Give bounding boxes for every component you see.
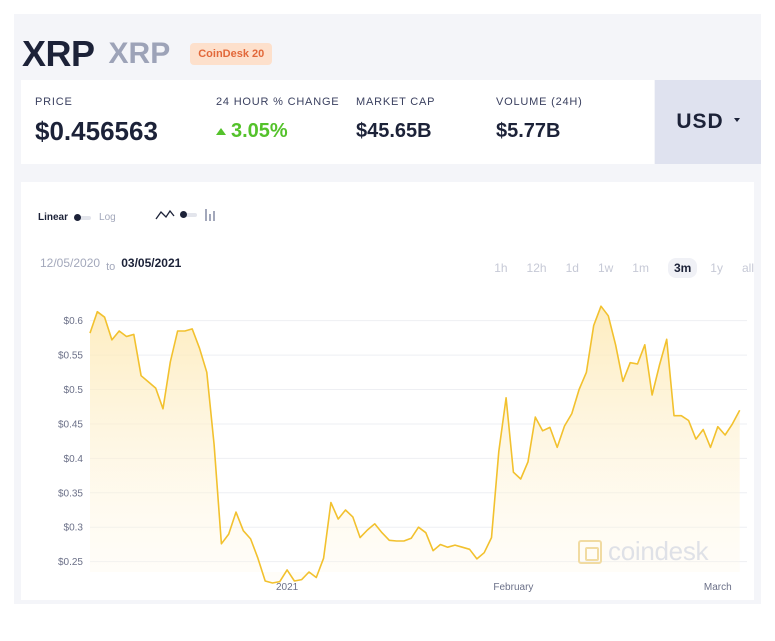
index-badge[interactable]: CoinDesk 20 bbox=[190, 43, 273, 65]
price-value: $0.456563 bbox=[35, 116, 158, 146]
period-1h[interactable]: 1h bbox=[494, 261, 508, 275]
stats-bar: PRICE $0.456563 24 HOUR % CHANGE 3.05% M… bbox=[21, 80, 654, 164]
period-selector: 1h 12h 1d 1w 1m 3m 1y all bbox=[494, 258, 754, 278]
period-1d[interactable]: 1d bbox=[565, 261, 579, 275]
change-label: 24 HOUR % CHANGE bbox=[216, 96, 340, 108]
date-range[interactable]: 12/05/2020 to 03/05/2021 bbox=[40, 256, 182, 273]
currency-dropdown[interactable]: USD bbox=[655, 80, 761, 164]
currency-label: USD bbox=[676, 110, 724, 133]
coindesk-logo-icon bbox=[578, 539, 602, 564]
change-row: 3.05% bbox=[216, 120, 339, 143]
y-tick-label: $0.5 bbox=[64, 385, 84, 396]
chart-type-toggle[interactable] bbox=[155, 209, 217, 221]
volume-stat: VOLUME (24H) $5.77B bbox=[496, 96, 583, 143]
price-area bbox=[90, 306, 740, 583]
chart-type-switch-knob bbox=[180, 211, 187, 218]
up-arrow-icon bbox=[216, 128, 226, 135]
asset-ticker: XRP bbox=[108, 37, 171, 70]
change-stat: 24 HOUR % CHANGE 3.05% bbox=[216, 96, 339, 143]
coin-panel: XRP XRP CoinDesk 20 PRICE $0.456563 24 H… bbox=[14, 14, 761, 604]
period-12h[interactable]: 12h bbox=[526, 261, 547, 275]
price-chart[interactable]: $0.25 $0.3 $0.35 $0.4 $0.45 $0.5 $0.55 $0.6 2021… bbox=[21, 182, 754, 600]
asset-name: XRP bbox=[22, 33, 95, 74]
period-1y[interactable]: 1y bbox=[710, 261, 723, 275]
x-tick-label: March bbox=[704, 582, 732, 593]
x-tick-label: February bbox=[493, 582, 533, 593]
chart-card: Linear Log 12/05/2020 to 03/05/2021 1h 12… bbox=[21, 182, 754, 600]
y-tick-label: $0.25 bbox=[58, 557, 83, 568]
date-start[interactable]: 12/05/2020 bbox=[40, 256, 101, 270]
x-tick-label: 2021 bbox=[276, 582, 299, 593]
change-value: 3.05% bbox=[231, 120, 288, 142]
period-1m[interactable]: 1m bbox=[632, 261, 649, 275]
scale-switch[interactable] bbox=[74, 213, 92, 221]
line-chart-icon[interactable] bbox=[155, 209, 175, 221]
price-stat: PRICE $0.456563 bbox=[35, 96, 158, 147]
candlestick-chart-icon[interactable] bbox=[205, 209, 217, 221]
coindesk-watermark: coindesk bbox=[578, 536, 709, 567]
mcap-label: MARKET CAP bbox=[356, 96, 436, 108]
chevron-down-icon bbox=[733, 118, 740, 122]
volume-value: $5.77B bbox=[496, 120, 561, 142]
y-tick-label: $0.4 bbox=[64, 454, 84, 465]
watermark-text: coindesk bbox=[608, 536, 709, 566]
period-all[interactable]: all bbox=[741, 261, 754, 275]
date-end[interactable]: 03/05/2021 bbox=[121, 256, 182, 270]
price-label: PRICE bbox=[35, 96, 73, 108]
period-3m[interactable]: 3m bbox=[667, 258, 698, 278]
volume-label: VOLUME (24H) bbox=[496, 96, 583, 108]
price-line bbox=[89, 305, 741, 584]
y-tick-label: $0.6 bbox=[64, 316, 84, 327]
date-to: to bbox=[106, 261, 116, 273]
y-tick-label: $0.45 bbox=[58, 419, 83, 430]
period-1w[interactable]: 1w bbox=[597, 261, 614, 275]
scale-log-label[interactable]: Log bbox=[99, 212, 116, 223]
chart-type-switch[interactable] bbox=[180, 211, 197, 218]
y-tick-label: $0.55 bbox=[58, 351, 83, 362]
mcap-value: $45.65B bbox=[356, 120, 432, 142]
mcap-stat: MARKET CAP $45.65B bbox=[356, 96, 435, 143]
scale-switch-knob bbox=[74, 213, 82, 221]
y-tick-label: $0.3 bbox=[64, 523, 84, 534]
scale-toggle[interactable]: Linear Log bbox=[38, 212, 116, 223]
scale-linear-label[interactable]: Linear bbox=[38, 212, 69, 223]
title-row: XRP XRP CoinDesk 20 bbox=[22, 32, 273, 76]
y-tick-label: $0.35 bbox=[58, 488, 83, 499]
